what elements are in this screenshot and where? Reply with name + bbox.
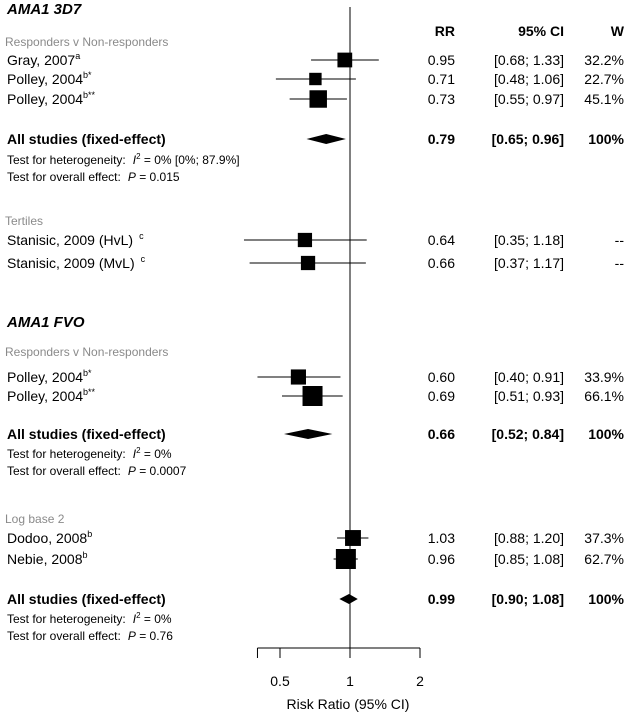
- pooled-diamond: [306, 134, 346, 144]
- study-rr: 0.60: [428, 369, 455, 385]
- study-point: [290, 369, 306, 385]
- study-weight: 45.1%: [584, 91, 624, 107]
- overall-effect-test: Test for overall effect: P = 0.0007: [7, 464, 187, 478]
- study-rr: 0.69: [428, 388, 455, 404]
- study-weight: 37.3%: [584, 530, 624, 546]
- study-point: [335, 549, 356, 569]
- pooled-ci: [0.52; 0.84]: [492, 426, 564, 442]
- study-point: [302, 386, 323, 406]
- overall-effect-test: Test for overall effect: P = 0.015: [7, 170, 180, 184]
- column-header-ci: 95% CI: [518, 23, 564, 39]
- study-ci: [0.51; 0.93]: [494, 388, 564, 404]
- group-label: Tertiles: [5, 214, 43, 228]
- study-point: [337, 52, 353, 68]
- study-weight: --: [615, 255, 625, 271]
- study-rr: 0.71: [428, 71, 455, 87]
- pooled-label: All studies (fixed-effect): [7, 426, 166, 442]
- pooled-weight: 100%: [588, 131, 624, 147]
- study-point: [309, 90, 327, 108]
- study-ci: [0.35; 1.18]: [494, 232, 564, 248]
- heterogeneity-test: Test for heterogeneity: I2 = 0% [0%; 87.9…: [7, 152, 240, 167]
- heterogeneity-test: Test for heterogeneity: I2 = 0%: [7, 611, 172, 626]
- study-rr: 0.66: [428, 255, 455, 271]
- pooled-rr: 0.66: [428, 426, 455, 442]
- column-header-rr: RR: [435, 23, 455, 39]
- study-point: [309, 72, 322, 86]
- overall-effect-test: Test for overall effect: P = 0.76: [7, 629, 173, 643]
- study-weight: 22.7%: [584, 71, 624, 87]
- study-ci: [0.48; 1.06]: [494, 71, 564, 87]
- study-ci: [0.40; 0.91]: [494, 369, 564, 385]
- study-label: Gray, 2007a: [7, 51, 80, 68]
- study-label: Polley, 2004b*: [7, 70, 92, 87]
- group-label: Responders v Non-responders: [5, 35, 168, 49]
- study-weight: --: [615, 232, 625, 248]
- study-rr: 0.73: [428, 91, 455, 107]
- pooled-weight: 100%: [588, 426, 624, 442]
- study-label: Stanisic, 2009 (HvL) c: [7, 231, 144, 248]
- section-title: AMA1 FVO: [6, 314, 85, 331]
- study-weight: 66.1%: [584, 388, 624, 404]
- study-label: Nebie, 2008b: [7, 550, 88, 567]
- study-point: [345, 530, 361, 546]
- study-ci: [0.55; 0.97]: [494, 91, 564, 107]
- study-rr: 0.96: [428, 551, 455, 567]
- study-ci: [0.88; 1.20]: [494, 530, 564, 546]
- study-label: Dodoo, 2008b: [7, 529, 92, 546]
- study-point: [297, 232, 313, 248]
- pooled-rr: 0.79: [428, 131, 455, 147]
- pooled-rr: 0.99: [428, 591, 455, 607]
- x-axis-label: Risk Ratio (95% CI): [287, 696, 410, 712]
- study-ci: [0.68; 1.33]: [494, 52, 564, 68]
- pooled-weight: 100%: [588, 591, 624, 607]
- study-ci: [0.37; 1.17]: [494, 255, 564, 271]
- study-point: [300, 255, 316, 271]
- study-label: Stanisic, 2009 (MvL) c: [7, 254, 146, 271]
- study-rr: 1.03: [428, 530, 455, 546]
- study-label: Polley, 2004b*: [7, 368, 92, 385]
- group-label: Log base 2: [5, 512, 65, 526]
- study-weight: 62.7%: [584, 551, 624, 567]
- study-weight: 33.9%: [584, 369, 624, 385]
- heterogeneity-test: Test for heterogeneity: I2 = 0%: [7, 446, 172, 461]
- group-label: Responders v Non-responders: [5, 345, 168, 359]
- pooled-ci: [0.65; 0.96]: [492, 131, 564, 147]
- pooled-label: All studies (fixed-effect): [7, 591, 166, 607]
- x-tick-label: 2: [416, 673, 424, 689]
- pooled-label: All studies (fixed-effect): [7, 131, 166, 147]
- study-label: Polley, 2004b**: [7, 90, 96, 107]
- study-rr: 0.95: [428, 52, 455, 68]
- x-tick-label: 1: [346, 673, 354, 689]
- pooled-diamond: [339, 594, 358, 604]
- x-tick-label: 0.5: [270, 673, 290, 689]
- pooled-ci: [0.90; 1.08]: [492, 591, 564, 607]
- column-header-w: W: [611, 23, 625, 39]
- study-ci: [0.85; 1.08]: [494, 551, 564, 567]
- study-weight: 32.2%: [584, 52, 624, 68]
- pooled-diamond: [283, 429, 333, 439]
- study-label: Polley, 2004b**: [7, 387, 96, 404]
- study-rr: 0.64: [428, 232, 455, 248]
- section-title: AMA1 3D7: [6, 1, 82, 18]
